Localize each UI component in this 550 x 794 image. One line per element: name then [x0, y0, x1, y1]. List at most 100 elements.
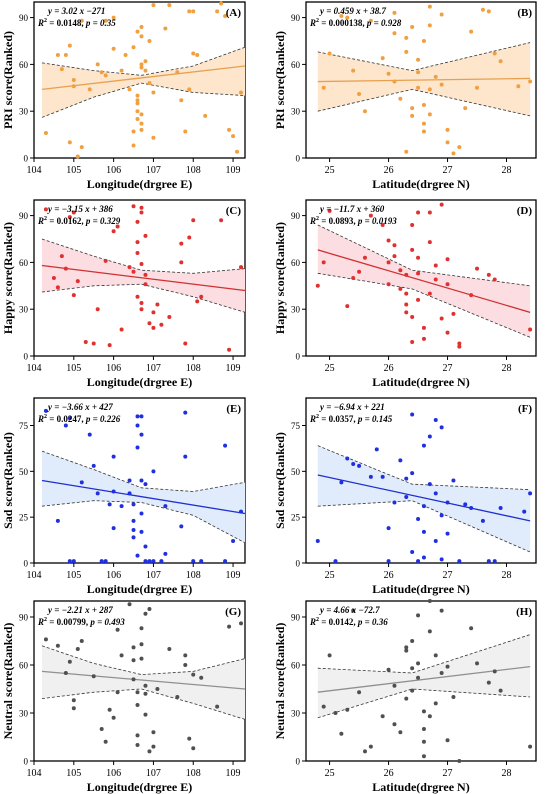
data-point [151, 135, 156, 140]
regression-equation: y = 3.02 x −271 [47, 6, 105, 16]
data-point [357, 269, 362, 274]
data-point [410, 688, 415, 693]
data-point [433, 74, 438, 79]
data-point [486, 559, 491, 564]
data-point [135, 98, 140, 103]
data-point [223, 559, 228, 564]
data-point [91, 463, 96, 468]
data-point [99, 70, 104, 75]
fit-line [317, 249, 531, 313]
r-squared-value: 0.0357 [329, 414, 354, 424]
data-point [445, 127, 450, 132]
x-tick-label: 104 [27, 363, 42, 374]
fit-line [41, 479, 246, 515]
x-tick-label: 107 [146, 363, 161, 374]
data-point [427, 87, 432, 92]
data-point [351, 68, 356, 73]
fit-line [317, 474, 531, 522]
data-point [167, 647, 172, 651]
data-point [135, 743, 140, 747]
data-point [374, 447, 379, 452]
y-tick-label: 50 [291, 467, 301, 477]
data-point [410, 471, 415, 476]
data-point [433, 263, 438, 268]
data-point [427, 112, 432, 117]
data-point [131, 45, 136, 50]
data-point [67, 659, 72, 664]
y-tick-label: 0 [24, 352, 29, 362]
data-point [498, 688, 503, 693]
data-point [404, 648, 409, 653]
data-point [357, 463, 362, 468]
data-point [139, 529, 144, 534]
data-point [191, 218, 196, 223]
data-point [404, 645, 409, 650]
r-squared-value: 0.0142 [329, 617, 354, 627]
data-point [475, 266, 480, 271]
data-point [143, 683, 148, 688]
data-point [421, 39, 426, 43]
data-point [143, 559, 148, 564]
data-point [386, 282, 391, 287]
data-point [127, 602, 132, 607]
band-upper-line [41, 450, 246, 492]
data-point [427, 240, 432, 245]
x-tick-label: 109 [226, 363, 241, 374]
x-tick-label: 108 [186, 768, 201, 779]
data-point [199, 294, 204, 299]
data-point [55, 53, 60, 58]
data-point [421, 443, 426, 448]
data-point [421, 325, 426, 330]
y-axis-label: PRI score(Ranked) [1, 31, 15, 129]
band-upper-line [41, 46, 246, 76]
y-axis-label: Happy score(Ranked) [273, 222, 287, 334]
data-point [439, 608, 444, 613]
data-point [386, 238, 391, 243]
data-point [131, 658, 136, 663]
data-point [95, 491, 100, 496]
data-point [469, 626, 474, 631]
data-point [480, 518, 485, 523]
regression-stats: R2 = 0.000138, p = 0.928 [309, 18, 402, 28]
data-point [163, 26, 168, 31]
data-point [55, 518, 60, 523]
data-point [135, 117, 140, 121]
data-point [135, 733, 140, 738]
data-point [345, 707, 350, 712]
data-point [187, 736, 192, 741]
band-upper-line [317, 634, 531, 674]
data-point [55, 285, 60, 290]
regression-stats: R2 = 0.0162, p = 0.329 [37, 216, 121, 226]
data-point [427, 629, 432, 634]
data-point [127, 478, 132, 483]
data-point [99, 559, 104, 564]
data-point [239, 265, 244, 270]
data-point [416, 57, 421, 62]
x-tick-label: 27 [443, 570, 453, 581]
data-point [59, 254, 64, 259]
data-point [351, 462, 356, 466]
regression-stats: R2 = 0.0148, p = 0.35 [37, 18, 116, 28]
data-point [421, 504, 426, 509]
data-point [427, 291, 432, 296]
band-lower-line [41, 688, 246, 720]
data-point [143, 611, 148, 616]
data-point [63, 53, 68, 58]
data-point [135, 240, 140, 245]
data-point [416, 85, 421, 90]
data-point [528, 327, 533, 332]
data-point [71, 84, 76, 89]
confidence-band [317, 634, 531, 718]
fit-line [41, 264, 246, 292]
data-point [421, 739, 426, 744]
data-point [421, 555, 426, 560]
data-point [163, 504, 168, 509]
r-squared-value: 0.000138 [329, 18, 363, 28]
data-point [143, 482, 148, 487]
y-tick-label: 60 [19, 661, 29, 671]
data-point [135, 109, 140, 114]
data-point [321, 260, 326, 265]
data-point [421, 121, 426, 126]
x-axis-label: Longitude(drgree E) [87, 780, 192, 794]
data-point [439, 425, 444, 430]
